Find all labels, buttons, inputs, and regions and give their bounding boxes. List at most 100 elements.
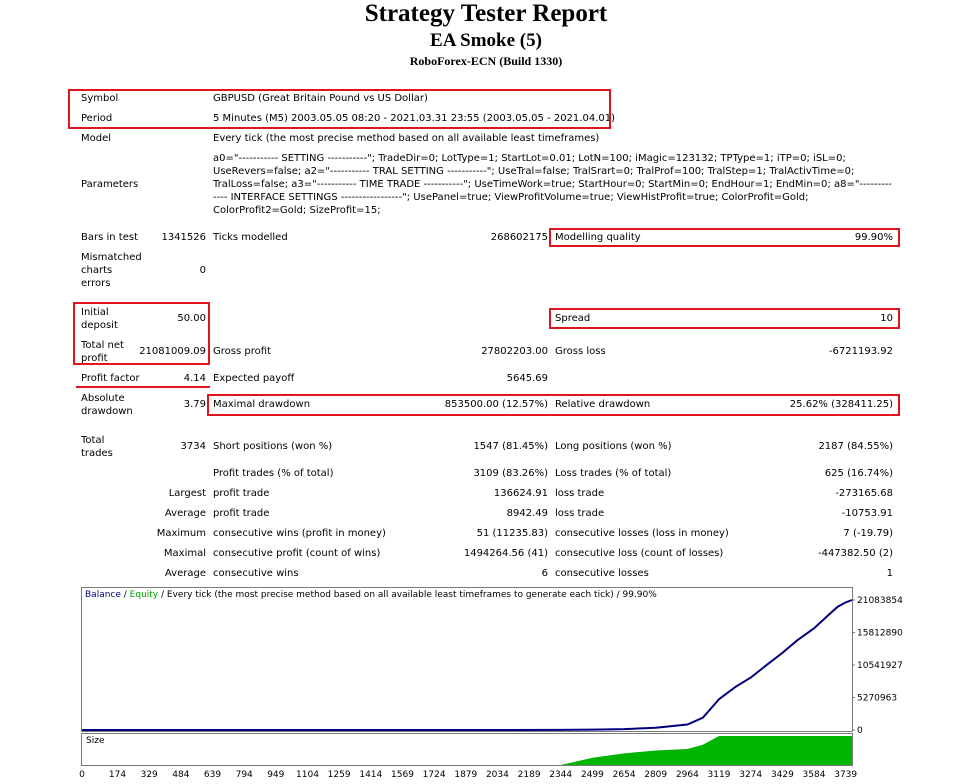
abs-dd-label-2: drawdown — [81, 406, 133, 417]
long-value: 2187 (84.55%) — [818, 441, 893, 452]
x-tick-label: 174 — [109, 770, 126, 780]
x-tick-label: 2499 — [581, 770, 604, 780]
x-tick-label: 1724 — [423, 770, 446, 780]
size-panel-frame — [81, 733, 853, 766]
gross-profit-value: 27802203.00 — [481, 346, 548, 357]
maximum-label: Maximum — [156, 528, 206, 539]
x-tick-label: 794 — [236, 770, 253, 780]
report-title: Strategy Tester Report — [364, 0, 608, 27]
spread-value: 10 — [880, 313, 893, 324]
gross-loss-label: Gross loss — [555, 346, 606, 357]
mismatch-label-3: errors — [81, 278, 111, 289]
highlight-symbol-period — [68, 89, 611, 129]
x-tick-label: 1104 — [296, 770, 319, 780]
initial-label-2: deposit — [81, 320, 118, 331]
max-dd-label: Maximal drawdown — [213, 399, 311, 410]
legend-sep: / — [120, 590, 130, 600]
ticks-value: 268602175 — [490, 232, 548, 243]
bars-value: 1341526 — [161, 232, 206, 243]
max-wins-label: consecutive wins (profit in money) — [213, 528, 386, 539]
net-label-1: Total net — [81, 340, 124, 351]
x-tick-label: 0 — [79, 770, 85, 780]
balance-chart-frame — [81, 587, 853, 732]
x-tick-label: 2809 — [644, 770, 667, 780]
parameters-value: a0="----------- SETTING -----------"; Tr… — [213, 153, 892, 216]
average-profit-label: profit trade — [213, 508, 270, 519]
net-label-2: profit — [81, 353, 108, 364]
x-tick-label: 329 — [141, 770, 158, 780]
max-losses-value: 7 (-19.79) — [843, 528, 893, 539]
gross-profit-label: Gross profit — [213, 346, 271, 357]
highlight-drawdowns — [207, 394, 900, 416]
profit-trades-label: Profit trades (% of total) — [213, 468, 334, 479]
broker-name: RoboForex-ECN (Build 1330) — [409, 54, 563, 68]
largest-label: Largest — [168, 488, 206, 499]
initial-label-1: Initial — [81, 307, 109, 318]
ticks-label: Ticks modelled — [213, 232, 288, 243]
x-tick-label: 3739 — [834, 770, 857, 780]
largest-loss-value: -273165.68 — [835, 488, 893, 499]
loss-trades-label: Loss trades (% of total) — [555, 468, 672, 479]
model-label: Model — [81, 133, 112, 144]
quality-value: 99.90% — [854, 232, 893, 243]
profit-factor-value: 4.14 — [183, 373, 206, 384]
rel-dd-value: 25.62% (328411.25) — [789, 399, 893, 410]
x-tick-label: 2344 — [549, 770, 572, 780]
profit-factor-label: Profit factor — [81, 373, 140, 384]
x-tick-label: 2189 — [518, 770, 541, 780]
avg-wins-label: consecutive wins — [213, 568, 299, 579]
total-trades-value: 3734 — [180, 441, 206, 452]
chart-legend: Balance / Equity / Every tick (the most … — [85, 590, 657, 600]
bars-label: Bars in test — [81, 232, 138, 243]
spread-label: Spread — [555, 313, 591, 324]
average2-label: Average — [164, 568, 206, 579]
avg-losses-label: consecutive losses — [555, 568, 649, 579]
quality-label: Modelling quality — [555, 232, 641, 243]
gross-loss-value: -6721193.92 — [828, 346, 893, 357]
x-tick-label: 2964 — [676, 770, 699, 780]
size-label: Size — [86, 736, 105, 746]
highlight-modelling-quality — [549, 228, 900, 247]
largest-profit-value: 136624.91 — [493, 488, 548, 499]
highlight-spread — [549, 308, 900, 329]
x-tick-label: 3119 — [708, 770, 731, 780]
average-profit-value: 8942.49 — [506, 508, 548, 519]
x-tick-label: 949 — [267, 770, 284, 780]
parameters-label: Parameters — [81, 179, 139, 190]
highlight-profit-factor-underline — [76, 386, 210, 388]
payoff-label: Expected payoff — [213, 373, 295, 384]
payoff-value: 5645.69 — [506, 373, 548, 384]
max-losses-label: consecutive losses (loss in money) — [555, 528, 729, 539]
max-profit-label: consecutive profit (count of wins) — [213, 548, 381, 559]
total-trades-label-2: trades — [81, 448, 113, 459]
mismatch-label-1: Mismatched — [81, 252, 142, 263]
x-tick-label: 1569 — [391, 770, 414, 780]
rel-dd-label: Relative drawdown — [555, 399, 651, 410]
profit-trades-value: 3109 (83.26%) — [473, 468, 548, 479]
largest-loss-label: loss trade — [555, 488, 605, 499]
period-label: Period — [81, 113, 113, 124]
maximal-label: Maximal — [163, 548, 206, 559]
symbol-value: GBPUSD (Great Britain Pound vs US Dollar… — [213, 93, 428, 104]
legend-rest: / Every tick (the most precise method ba… — [158, 590, 657, 600]
loss-trades-value: 625 (16.74%) — [824, 468, 893, 479]
x-tick-label: 2034 — [486, 770, 509, 780]
max-profit-value: 1494264.56 (41) — [463, 548, 548, 559]
y-tick-label: 5270963 — [857, 694, 897, 704]
max-loss-value: -447382.50 (2) — [817, 548, 893, 559]
y-tick-label: 15812890 — [857, 629, 903, 639]
x-tick-label: 1879 — [454, 770, 477, 780]
x-tick-label: 639 — [204, 770, 221, 780]
period-value: 5 Minutes (M5) 2003.05.05 08:20 - 2021.0… — [213, 113, 615, 124]
short-value: 1547 (81.45%) — [473, 441, 548, 452]
long-label: Long positions (won %) — [555, 441, 672, 452]
average-loss-value: -10753.91 — [841, 508, 893, 519]
model-value: Every tick (the most precise method base… — [213, 133, 600, 144]
max-loss-label: consecutive loss (count of losses) — [555, 548, 724, 559]
legend-equity: Equity — [129, 590, 159, 600]
y-tick-label: 21083854 — [857, 596, 903, 606]
y-tick-label: 0 — [857, 726, 863, 736]
mismatch-label-2: charts — [81, 265, 113, 276]
ea-name: EA Smoke (5) — [430, 30, 542, 51]
